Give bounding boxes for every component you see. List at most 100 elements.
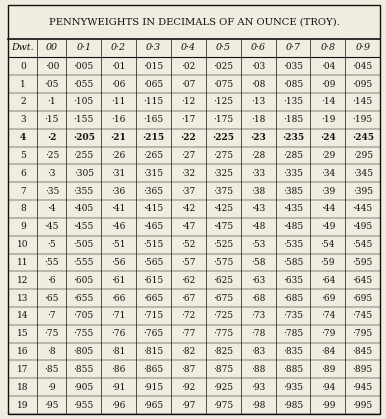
Text: 3: 3 [20,115,26,124]
Text: ·8: ·8 [47,347,56,356]
Text: ·945: ·945 [353,383,373,392]
Text: ·17: ·17 [181,115,196,124]
Text: ·29: ·29 [321,151,335,160]
Text: ·93: ·93 [251,383,265,392]
Text: ·73: ·73 [251,311,265,321]
Text: ·9: ·9 [47,383,56,392]
Text: ·815: ·815 [143,347,164,356]
Text: ·555: ·555 [73,258,94,267]
Text: ·48: ·48 [251,222,265,231]
Text: ·21: ·21 [111,133,127,142]
Text: ·51: ·51 [112,240,126,249]
Text: ·575: ·575 [213,258,234,267]
Text: ·025: ·025 [213,62,233,71]
Text: ·605: ·605 [74,276,94,285]
Text: ·84: ·84 [321,347,335,356]
Text: ·825: ·825 [213,347,233,356]
Text: 1: 1 [20,80,26,88]
Text: ·15: ·15 [45,115,59,124]
Text: 6: 6 [20,169,26,178]
Text: ·625: ·625 [213,276,233,285]
Text: ·43: ·43 [251,204,265,213]
Text: 10: 10 [17,240,29,249]
Text: ·105: ·105 [74,98,94,106]
Text: ·14: ·14 [321,98,335,106]
Text: 0·3: 0·3 [146,44,161,52]
Text: ·32: ·32 [181,169,195,178]
Text: 15: 15 [17,329,29,338]
Text: ·005: ·005 [74,62,94,71]
Text: ·81: ·81 [112,347,126,356]
Text: ·35: ·35 [45,186,59,196]
Text: ·085: ·085 [283,80,303,88]
Text: 13: 13 [17,294,29,303]
Text: ·235: ·235 [282,133,304,142]
Text: 0·2: 0·2 [111,44,126,52]
Text: ·94: ·94 [321,383,335,392]
Text: 0·4: 0·4 [181,44,196,52]
Text: ·185: ·185 [283,115,303,124]
Text: ·675: ·675 [213,294,234,303]
Text: ·33: ·33 [251,169,265,178]
Text: ·88: ·88 [251,365,265,374]
Text: ·06: ·06 [112,80,126,88]
Text: ·425: ·425 [213,204,233,213]
Text: ·115: ·115 [143,98,164,106]
Text: ·72: ·72 [181,311,196,321]
Text: ·03: ·03 [251,62,265,71]
Text: ·09: ·09 [321,80,335,88]
Text: ·52: ·52 [181,240,196,249]
Text: ·7: ·7 [47,311,56,321]
Text: ·875: ·875 [213,365,234,374]
Text: ·245: ·245 [352,133,374,142]
Text: ·715: ·715 [143,311,164,321]
Text: ·075: ·075 [213,80,234,88]
Text: 0·6: 0·6 [251,44,266,52]
Text: ·76: ·76 [112,329,126,338]
Text: ·455: ·455 [74,222,94,231]
Text: ·6: ·6 [47,276,56,285]
Text: Dwt.: Dwt. [12,44,34,52]
Text: ·75: ·75 [45,329,59,338]
Text: ·705: ·705 [74,311,94,321]
Text: ·275: ·275 [213,151,233,160]
Text: ·095: ·095 [353,80,373,88]
Text: ·01: ·01 [112,62,126,71]
Text: ·835: ·835 [283,347,303,356]
Text: ·775: ·775 [213,329,234,338]
Text: ·355: ·355 [74,186,94,196]
Text: ·37: ·37 [181,186,196,196]
Text: ·68: ·68 [251,294,265,303]
Text: ·695: ·695 [353,294,373,303]
Text: ·755: ·755 [74,329,94,338]
Text: ·19: ·19 [321,115,335,124]
Text: ·765: ·765 [143,329,164,338]
Text: ·225: ·225 [212,133,234,142]
Text: ·445: ·445 [353,204,373,213]
Text: ·92: ·92 [181,383,196,392]
Text: ·615: ·615 [143,276,164,285]
Text: ·385: ·385 [283,186,303,196]
Text: ·885: ·885 [283,365,303,374]
Text: ·63: ·63 [251,276,265,285]
Text: ·165: ·165 [143,115,164,124]
Text: ·59: ·59 [321,258,335,267]
Text: ·745: ·745 [353,311,373,321]
Text: ·375: ·375 [213,186,233,196]
Text: 8: 8 [20,204,26,213]
Text: ·485: ·485 [283,222,303,231]
Text: ·98: ·98 [251,401,265,409]
Text: ·24: ·24 [320,133,336,142]
Text: ·505: ·505 [74,240,94,249]
Text: ·07: ·07 [181,80,196,88]
Text: ·45: ·45 [45,222,59,231]
Text: ·975: ·975 [213,401,234,409]
Text: ·305: ·305 [74,169,94,178]
Text: ·23: ·23 [250,133,266,142]
Text: ·53: ·53 [251,240,265,249]
Text: ·16: ·16 [112,115,126,124]
Text: 2: 2 [20,98,26,106]
Text: ·96: ·96 [112,401,126,409]
Text: ·265: ·265 [144,151,164,160]
Text: ·56: ·56 [112,258,126,267]
